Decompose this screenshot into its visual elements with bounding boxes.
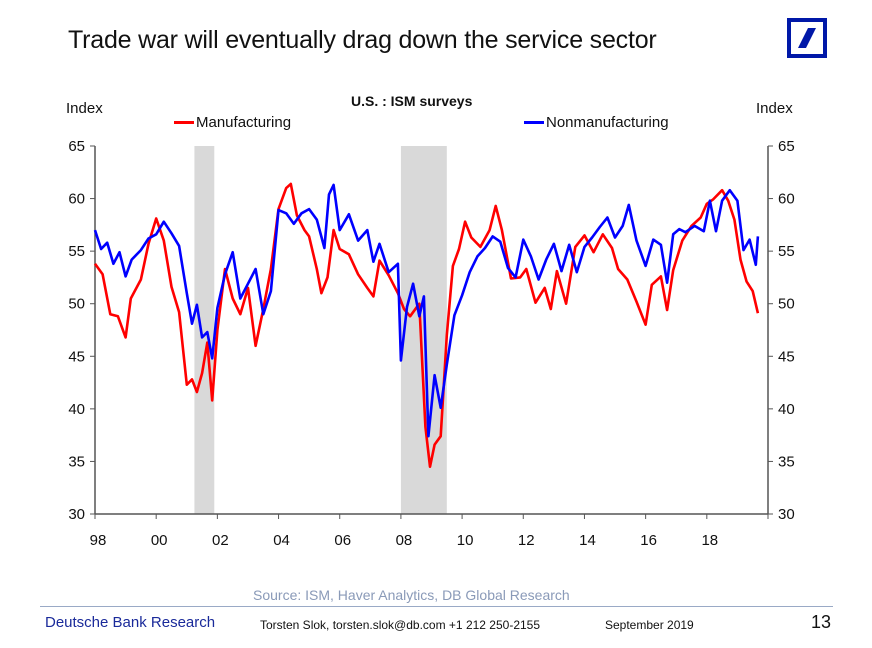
x-tick-label: 06: [334, 532, 351, 549]
x-tick-label: 10: [457, 532, 474, 549]
deutsche-bank-logo-icon: [787, 18, 827, 58]
y-axis-label-right: Index: [756, 100, 793, 117]
chart-title: U.S. : ISM surveys: [351, 93, 473, 109]
page-number: 13: [811, 612, 832, 632]
y-tick-label-left: 45: [68, 348, 85, 365]
x-tick-label: 12: [518, 532, 535, 549]
y-tick-label-right: 50: [778, 296, 795, 313]
y-tick-label-left: 65: [68, 138, 85, 155]
legend-swatch-manufacturing: [174, 121, 194, 124]
footer-date: September 2019: [605, 618, 694, 632]
source-note: Source: ISM, Haver Analytics, DB Global …: [253, 587, 570, 603]
legend-swatch-nonmanufacturing: [524, 121, 544, 124]
y-tick-label-right: 55: [778, 243, 795, 260]
x-tick-label: 04: [273, 532, 290, 549]
series-line-nonmanufacturing: [93, 183, 760, 438]
y-axis-label-left: Index: [66, 100, 103, 117]
recession-band: [194, 146, 215, 514]
x-tick-label: 18: [701, 532, 718, 549]
y-tick-label-left: 30: [68, 506, 85, 523]
y-tick-label-left: 55: [68, 243, 85, 260]
footer-divider: [40, 606, 833, 607]
legend-item-manufacturing: Manufacturing: [174, 114, 291, 131]
y-tick-label-left: 60: [68, 191, 85, 208]
y-tick-label-right: 65: [778, 138, 795, 155]
page-title: Trade war will eventually drag down the …: [68, 26, 657, 54]
x-tick-label: 08: [396, 532, 413, 549]
x-tick-label: 00: [151, 532, 168, 549]
y-tick-label-left: 50: [68, 296, 85, 313]
series-line-manufacturing: [93, 182, 760, 469]
legend-item-nonmanufacturing: Nonmanufacturing: [524, 114, 669, 131]
x-tick-label: 98: [90, 532, 107, 549]
y-tick-label-left: 35: [68, 453, 85, 470]
footer-author: Torsten Slok, torsten.slok@db.com +1 212…: [260, 618, 541, 632]
x-tick-label: 02: [212, 532, 229, 549]
y-tick-label-right: 30: [778, 506, 795, 523]
legend-label-nonmanufacturing: Nonmanufacturing: [546, 114, 669, 131]
y-tick-label-right: 35: [778, 453, 795, 470]
legend-label-manufacturing: Manufacturing: [196, 114, 292, 131]
y-tick-label-right: 60: [778, 191, 795, 208]
y-tick-label-right: 40: [778, 401, 795, 418]
y-tick-label-right: 45: [778, 348, 795, 365]
footer-brand: Deutsche Bank Research: [45, 614, 216, 631]
x-tick-label: 16: [640, 532, 657, 549]
y-tick-label-left: 40: [68, 401, 85, 418]
x-tick-label: 14: [579, 532, 596, 549]
logo-slash-icon: [798, 28, 816, 48]
